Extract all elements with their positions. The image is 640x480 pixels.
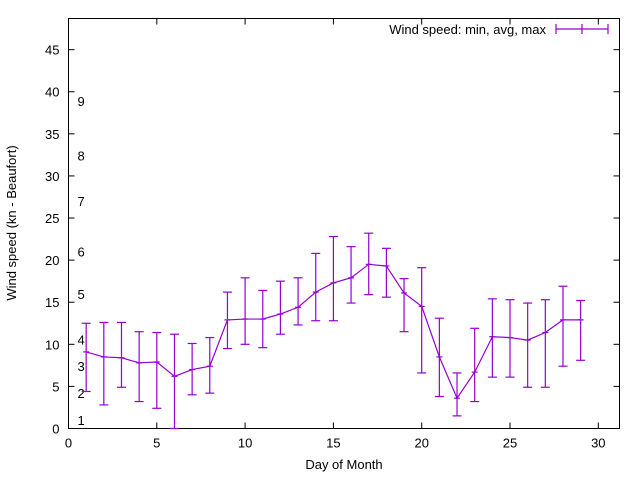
x-axis-title: Day of Month: [305, 457, 382, 472]
beaufort-label: 2: [78, 386, 85, 401]
plot-frame: [68, 18, 620, 429]
y-axis-title: Wind speed (kn - Beaufort): [4, 145, 19, 300]
y-tick-label: 40: [45, 85, 59, 100]
y-tick-label: 20: [45, 253, 59, 268]
chart-legend[interactable]: Wind speed: min, avg, max: [389, 22, 609, 37]
beaufort-label: 7: [78, 194, 85, 209]
errorbar-point: [169, 333, 179, 430]
legend-label: Wind speed: min, avg, max: [389, 22, 546, 37]
x-axis-ticks: 0 5 10 15 20 25 30: [65, 18, 606, 451]
avg-line: [85, 263, 581, 400]
y-tick-label: 25: [45, 211, 59, 226]
beaufort-label: 8: [78, 149, 85, 164]
errorbar-point: [311, 252, 321, 322]
x-tick-label: 20: [414, 436, 428, 451]
beaufort-label: 4: [78, 332, 85, 347]
x-tick-label: 25: [503, 436, 517, 451]
x-tick-label: 0: [65, 436, 72, 451]
y-tick-label: 15: [45, 295, 59, 310]
y-tick-label: 5: [52, 379, 59, 394]
y-tick-label: 30: [45, 169, 59, 184]
beaufort-label: 5: [78, 287, 85, 302]
y-tick-label: 35: [45, 127, 59, 142]
data-series-errorbars: [81, 232, 586, 430]
y-tick-label: 0: [52, 422, 59, 437]
x-tick-label: 10: [238, 436, 252, 451]
y-tick-label: 10: [45, 337, 59, 352]
beaufort-scale-labels: 1 2 3 4 5 6 7 8 9: [78, 94, 85, 428]
errorbar-point: [81, 322, 91, 393]
beaufort-label: 6: [78, 245, 85, 260]
y-tick-label: 45: [45, 43, 59, 58]
beaufort-label: 3: [78, 359, 85, 374]
x-tick-label: 5: [153, 436, 160, 451]
beaufort-label: 9: [78, 94, 85, 109]
x-tick-label: 30: [591, 436, 605, 451]
beaufort-label: 1: [78, 413, 85, 428]
x-tick-label: 15: [326, 436, 340, 451]
